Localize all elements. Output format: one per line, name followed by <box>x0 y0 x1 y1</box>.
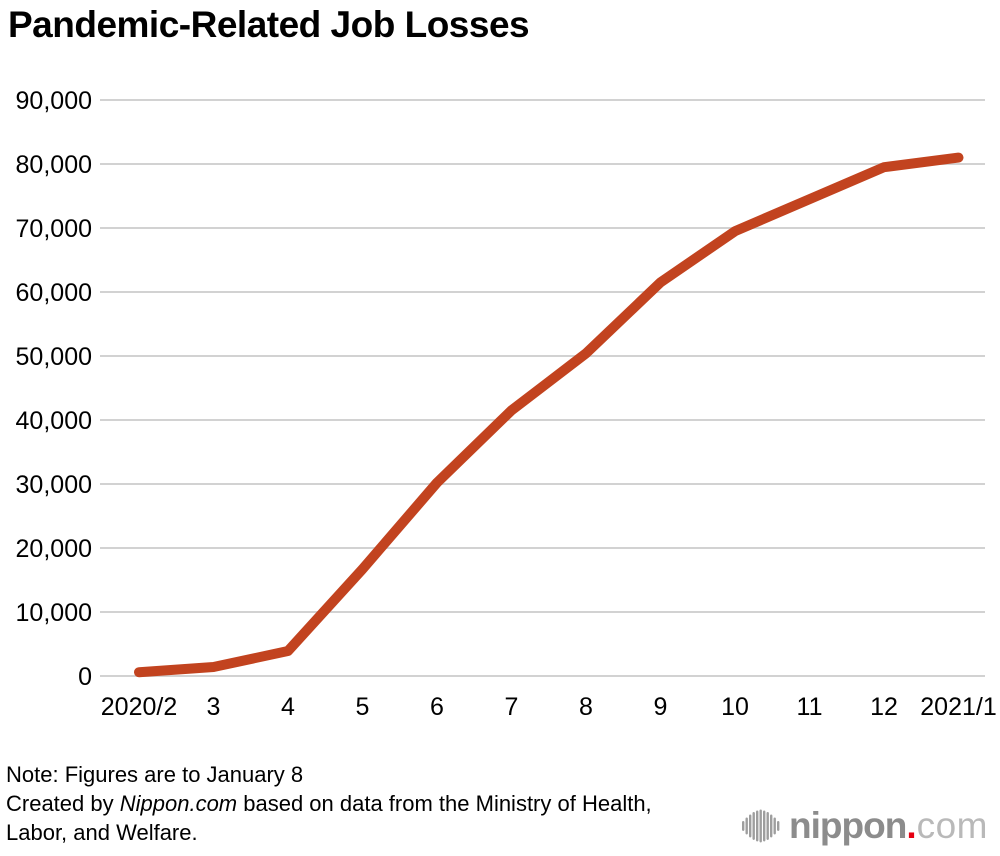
soundwave-bar <box>756 810 759 842</box>
soundwave-bar <box>742 821 745 831</box>
y-tick-label: 30,000 <box>16 471 92 499</box>
x-tick-label: 2021/1 <box>920 693 996 721</box>
y-tick-label: 10,000 <box>16 599 92 627</box>
source-name: Nippon.com <box>119 791 238 816</box>
soundwave-icon <box>742 809 780 843</box>
soundwave-bar <box>752 812 755 840</box>
y-tick-label: 50,000 <box>16 343 92 371</box>
soundwave-bar <box>773 817 776 835</box>
soundwave-bar <box>749 814 752 838</box>
y-tick-label: 60,000 <box>16 279 92 307</box>
footnote-line3: Labor, and Welfare. <box>6 820 198 845</box>
x-tick-label: 5 <box>356 693 370 721</box>
x-tick-label: 3 <box>207 693 221 721</box>
nippon-logo: nippon. com <box>740 802 988 850</box>
soundwave-bar <box>759 809 762 843</box>
y-tick-label: 0 <box>78 663 92 691</box>
y-tick-label: 80,000 <box>16 151 92 179</box>
soundwave-bar <box>770 814 773 838</box>
footnote-created-prefix: Created by <box>6 791 120 816</box>
soundwave-bar <box>766 812 769 840</box>
x-tick-label: 10 <box>721 693 749 721</box>
x-tick-label: 6 <box>430 693 444 721</box>
y-tick-label: 70,000 <box>16 215 92 243</box>
logo-text-nippon: nippon <box>789 805 907 846</box>
soundwave-bar <box>777 821 780 831</box>
x-tick-label: 9 <box>654 693 668 721</box>
y-tick-label: 40,000 <box>16 407 92 435</box>
x-tick-label: 7 <box>505 693 519 721</box>
y-tick-label: 20,000 <box>16 535 92 563</box>
data-line <box>134 152 964 678</box>
logo-text-com: com <box>916 805 988 846</box>
footnote: Note: Figures are to January 8 Created b… <box>6 760 652 847</box>
soundwave-bar <box>763 810 766 842</box>
soundwave-bar <box>745 817 748 835</box>
logo-dot: . <box>906 805 917 846</box>
x-tick-label: 12 <box>870 693 898 721</box>
x-tick-label: 11 <box>797 693 823 721</box>
footnote-line2: Created by Nippon.com based on data from… <box>6 789 652 818</box>
line-chart: 0 10,000 20,000 30,000 40,000 50,000 60,000 70,… <box>16 87 997 721</box>
chart-title: Pandemic-Related Job Losses <box>8 4 530 45</box>
x-tick-label: 8 <box>579 693 593 721</box>
footnote-created-suffix: based on data from the Ministry of Healt… <box>237 791 652 816</box>
footnote-line1: Note: Figures are to January 8 <box>6 762 304 787</box>
y-tick-label: 90,000 <box>16 87 92 115</box>
x-tick-label: 2020/2 <box>101 693 177 721</box>
x-tick-label: 4 <box>281 693 295 721</box>
